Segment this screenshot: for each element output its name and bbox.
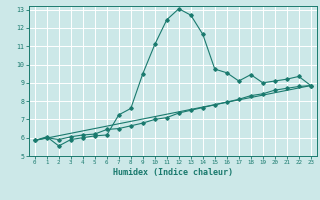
X-axis label: Humidex (Indice chaleur): Humidex (Indice chaleur) bbox=[113, 168, 233, 177]
